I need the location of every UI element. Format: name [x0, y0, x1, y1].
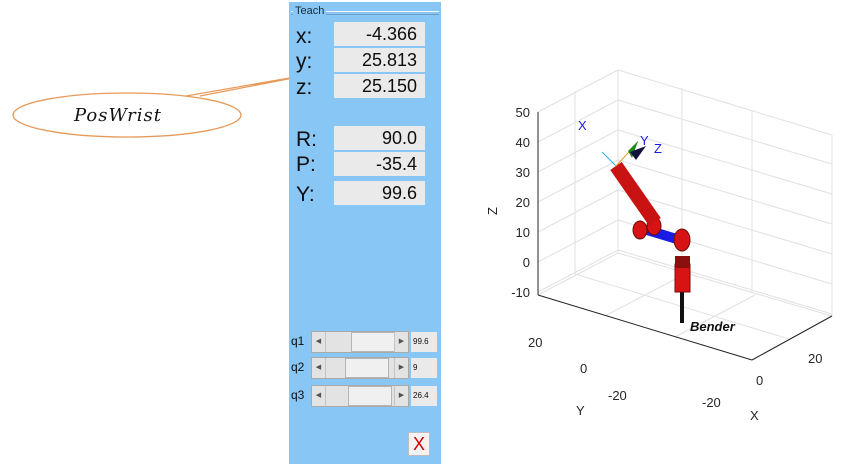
- z-tick-minus10: -10: [511, 285, 530, 300]
- z-tick-30: 30: [516, 165, 530, 180]
- q1-label: q1: [291, 334, 305, 348]
- y-axis: 20 0 -20 Y: [528, 335, 627, 418]
- yaw-label: Y:: [296, 183, 315, 206]
- teach-title: Teach: [293, 5, 327, 17]
- frame-x-axis-icon: [601, 151, 617, 167]
- y-value: 25.813: [334, 48, 425, 72]
- q2-slider-thumb[interactable]: [345, 358, 390, 378]
- q2-right-arrow-icon[interactable]: ▶: [394, 358, 408, 378]
- robot-joint-base: [675, 256, 690, 268]
- roll-label: R:: [296, 128, 317, 151]
- robot-3d-plot[interactable]: 50 40 30 20 10 0 -10 Z 20 0 -20 Y -20 0 …: [470, 40, 840, 430]
- q1-right-arrow-icon[interactable]: ▶: [394, 332, 408, 352]
- roll-value: 90.0: [334, 126, 425, 150]
- robot-elbow-joint-left: [632, 220, 648, 240]
- grid-walls: [537, 69, 833, 361]
- q1-value[interactable]: 99.6: [411, 332, 437, 352]
- q3-slider[interactable]: ◀ ▶: [311, 385, 409, 407]
- z-axis-label: Z: [485, 207, 500, 215]
- z-axis: 50 40 30 20 10 0 -10 Z: [485, 105, 530, 300]
- x-tick-minus20: -20: [702, 395, 721, 410]
- z-value: 25.150: [334, 74, 425, 98]
- close-button[interactable]: X: [408, 432, 430, 456]
- q3-slider-thumb[interactable]: [347, 386, 392, 406]
- q2-label: q2: [291, 360, 305, 374]
- q3-right-arrow-icon[interactable]: ▶: [394, 386, 408, 406]
- x-axis: -20 0 20 X: [702, 351, 822, 423]
- poswrist-label: PosWrist: [74, 105, 162, 126]
- q2-slider[interactable]: ◀ ▶: [311, 357, 409, 379]
- y-tick-20: 20: [528, 335, 542, 350]
- robot-name-label: Bender: [690, 319, 736, 334]
- frame-x-label: X: [578, 118, 587, 133]
- frame-green-arrow-icon: [628, 141, 638, 158]
- z-label: z:: [296, 76, 313, 99]
- y-axis-label: Y: [576, 403, 585, 418]
- frame-y-label: Y: [640, 133, 649, 148]
- q1-slider[interactable]: ◀ ▶: [311, 331, 409, 353]
- q2-left-arrow-icon[interactable]: ◀: [312, 358, 326, 378]
- robot-upper-link-edge: [610, 161, 661, 227]
- robot-lower-link: [674, 263, 691, 293]
- teach-frame: [291, 11, 439, 15]
- yaw-value: 99.6: [334, 181, 425, 205]
- teach-panel: Teach x: -4.366 y: 25.813 z: 25.150 R: 9…: [289, 2, 441, 464]
- robot-shoulder-joint: [673, 228, 691, 252]
- axes-lines: [537, 112, 833, 361]
- frame-navy-arrow-icon: [630, 146, 646, 160]
- x-value: -4.366: [334, 22, 425, 46]
- frame-z-label: Z: [654, 141, 662, 156]
- pitch-value: -35.4: [334, 152, 425, 176]
- x-label: x:: [296, 25, 313, 48]
- q3-value[interactable]: 26.4: [411, 386, 437, 406]
- q1-slider-thumb[interactable]: [351, 332, 396, 352]
- y-tick-0: 0: [580, 361, 587, 376]
- z-tick-40: 40: [516, 135, 530, 150]
- q3-label: q3: [291, 388, 305, 402]
- pitch-label: P:: [296, 153, 316, 176]
- z-tick-50: 50: [516, 105, 530, 120]
- robot-arm: X Y Z Bender: [578, 118, 736, 334]
- q3-left-arrow-icon[interactable]: ◀: [312, 386, 326, 406]
- z-tick-0: 0: [523, 255, 530, 270]
- y-tick-minus20: -20: [608, 388, 627, 403]
- robot-upper-link: [610, 161, 661, 227]
- x-tick-0: 0: [756, 373, 763, 388]
- x-axis-label: X: [750, 408, 759, 423]
- q1-left-arrow-icon[interactable]: ◀: [312, 332, 326, 352]
- z-tick-10: 10: [516, 225, 530, 240]
- y-label: y:: [296, 50, 313, 73]
- x-tick-20: 20: [808, 351, 822, 366]
- q2-value[interactable]: 9: [411, 358, 437, 378]
- z-tick-20: 20: [516, 195, 530, 210]
